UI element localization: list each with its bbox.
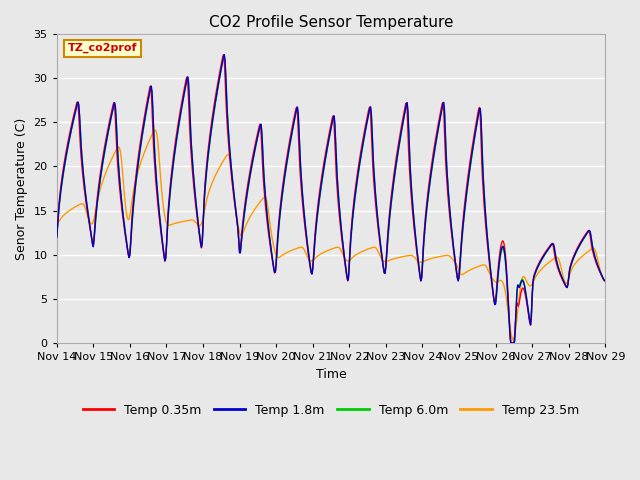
Y-axis label: Senor Temperature (C): Senor Temperature (C) [15,117,28,260]
Legend: Temp 0.35m, Temp 1.8m, Temp 6.0m, Temp 23.5m: Temp 0.35m, Temp 1.8m, Temp 6.0m, Temp 2… [78,399,584,422]
Text: TZ_co2prof: TZ_co2prof [68,43,137,53]
X-axis label: Time: Time [316,368,346,381]
Title: CO2 Profile Sensor Temperature: CO2 Profile Sensor Temperature [209,15,453,30]
